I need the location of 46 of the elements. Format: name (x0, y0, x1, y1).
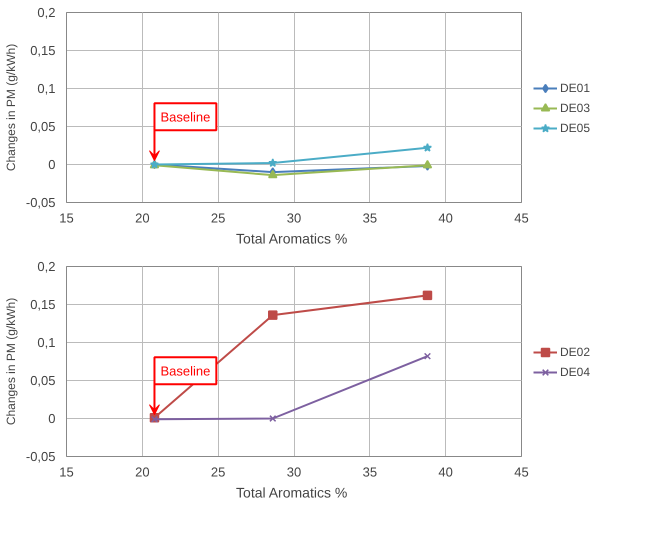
point (268, 170, 278, 178)
y-axis-title: Changes in PM (g/kWh) (4, 44, 18, 172)
y-tick-label: 0,05 (30, 373, 56, 388)
y-tick-label: 0,05 (30, 119, 56, 134)
x-tick-label: 30 (286, 464, 302, 480)
x-tick-label: 35 (362, 210, 378, 226)
annotation: Baseline (160, 363, 210, 378)
y-tick-label: 0,15 (30, 43, 56, 58)
y-tick-label: 0,1 (37, 81, 56, 96)
x-tick-label: 25 (210, 464, 226, 480)
y-tick-label: -0,05 (26, 195, 56, 210)
y-axis-title: Changes in PM (g/kWh) (4, 298, 18, 426)
x-tick-label: 20 (135, 210, 150, 226)
legend-label: DE05 (560, 120, 590, 134)
legend-label: DE01 (560, 80, 590, 94)
y-tick-label: -0,05 (26, 449, 56, 464)
legend-label: DE02 (560, 344, 590, 358)
legend-label: DE03 (560, 100, 590, 114)
y-tick-label: 0,2 (37, 259, 56, 274)
x-tick-label: 40 (438, 464, 453, 480)
x-tick-label: 45 (514, 210, 529, 226)
legend-label: DE04 (560, 364, 590, 378)
y-tick-label: 0,1 (37, 335, 56, 350)
x-axis-title: Total Aromatics % (236, 484, 348, 500)
x-tick-label: 30 (286, 210, 302, 226)
point (269, 414, 276, 422)
y-tick-label: 0 (48, 411, 56, 426)
y-tick-label: 0 (48, 157, 56, 172)
point (422, 143, 432, 152)
x-tick-label: 25 (210, 210, 226, 226)
y-tick-label: 0,15 (30, 297, 56, 312)
x-axis-title: Total Aromatics % (236, 230, 348, 246)
x-tick-label: 35 (362, 464, 378, 480)
y-tick-label: 0,2 (37, 5, 56, 20)
point (422, 160, 432, 168)
x-tick-label: 40 (438, 210, 453, 226)
x-tick-label: 20 (135, 464, 150, 480)
annotation: Baseline (160, 109, 210, 124)
point (422, 290, 432, 300)
x-tick-label: 15 (59, 210, 74, 226)
x-tick-label: 15 (59, 464, 74, 480)
point (268, 158, 278, 167)
point (150, 416, 158, 423)
point (424, 352, 432, 360)
point (268, 310, 278, 320)
x-tick-label: 45 (514, 464, 529, 480)
